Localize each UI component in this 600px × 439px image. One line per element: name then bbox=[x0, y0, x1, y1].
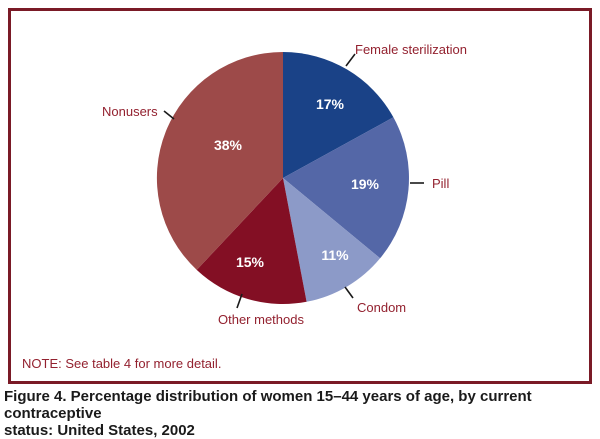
label-tick-female-sterilization bbox=[345, 53, 356, 67]
label-tick-nonusers bbox=[163, 110, 175, 120]
pie-slice-nonusers bbox=[156, 51, 283, 270]
note-text: NOTE: See table 4 for more detail. bbox=[22, 356, 222, 371]
figure-caption-line2: status: United States, 2002 bbox=[4, 422, 195, 439]
pie-chart bbox=[156, 51, 424, 309]
pie-slice-pill bbox=[283, 117, 409, 259]
pie-slice-female-sterilization bbox=[283, 52, 394, 178]
label-tick-other-methods bbox=[236, 293, 243, 309]
pie-slice-condom bbox=[283, 178, 381, 302]
label-tick-condom bbox=[344, 286, 354, 299]
figure-caption-line1: Figure 4. Percentage distribution of wom… bbox=[4, 388, 532, 422]
figure-caption: Figure 4. Percentage distribution of wom… bbox=[4, 388, 596, 439]
pie-slice-other-methods bbox=[196, 178, 307, 305]
